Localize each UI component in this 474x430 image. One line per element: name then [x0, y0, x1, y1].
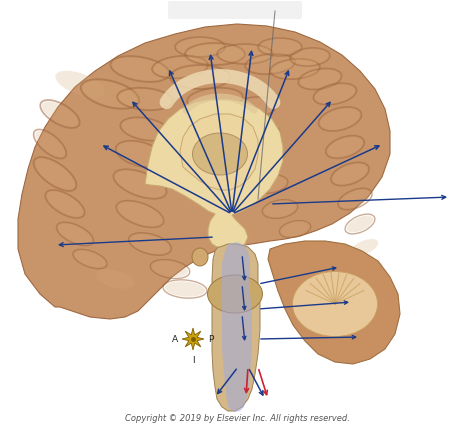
Ellipse shape: [58, 224, 91, 245]
Text: P: P: [208, 335, 213, 344]
Ellipse shape: [96, 270, 135, 289]
Polygon shape: [268, 241, 400, 364]
Ellipse shape: [247, 56, 293, 74]
Ellipse shape: [36, 159, 74, 190]
Ellipse shape: [187, 46, 243, 64]
Ellipse shape: [83, 82, 137, 108]
Ellipse shape: [260, 40, 300, 55]
Ellipse shape: [235, 99, 275, 117]
Ellipse shape: [36, 132, 64, 157]
Ellipse shape: [165, 282, 205, 297]
Ellipse shape: [118, 203, 162, 226]
Ellipse shape: [115, 171, 164, 198]
Ellipse shape: [315, 86, 355, 104]
FancyBboxPatch shape: [168, 2, 302, 20]
Ellipse shape: [122, 120, 168, 140]
Ellipse shape: [328, 138, 362, 157]
Ellipse shape: [172, 68, 228, 88]
Ellipse shape: [264, 202, 296, 218]
Ellipse shape: [75, 251, 105, 267]
Ellipse shape: [192, 134, 247, 175]
Ellipse shape: [366, 282, 393, 297]
Ellipse shape: [215, 110, 255, 129]
Ellipse shape: [47, 192, 83, 217]
Ellipse shape: [130, 235, 169, 254]
Ellipse shape: [119, 90, 171, 110]
Ellipse shape: [272, 61, 318, 79]
Ellipse shape: [208, 275, 263, 313]
Ellipse shape: [340, 190, 370, 209]
Ellipse shape: [347, 216, 373, 233]
Ellipse shape: [118, 143, 163, 166]
Polygon shape: [18, 25, 390, 319]
Ellipse shape: [292, 272, 377, 337]
Polygon shape: [212, 244, 260, 411]
Ellipse shape: [42, 102, 78, 127]
Ellipse shape: [177, 40, 223, 56]
Ellipse shape: [333, 165, 367, 184]
Ellipse shape: [292, 50, 328, 65]
Ellipse shape: [152, 261, 188, 277]
Ellipse shape: [320, 109, 359, 130]
Ellipse shape: [112, 58, 168, 81]
Polygon shape: [182, 328, 204, 350]
Ellipse shape: [254, 177, 286, 192]
Text: A: A: [172, 335, 178, 344]
Ellipse shape: [249, 152, 281, 167]
Ellipse shape: [352, 240, 378, 255]
Ellipse shape: [154, 58, 206, 77]
Ellipse shape: [192, 249, 208, 266]
Text: Copyright © 2019 by Elsevier Inc. All rights reserved.: Copyright © 2019 by Elsevier Inc. All ri…: [125, 413, 349, 422]
Ellipse shape: [189, 90, 241, 110]
Ellipse shape: [219, 46, 271, 63]
Polygon shape: [145, 100, 283, 252]
Polygon shape: [180, 115, 258, 190]
Ellipse shape: [55, 71, 105, 98]
Text: I: I: [191, 355, 194, 364]
Ellipse shape: [357, 262, 383, 277]
Ellipse shape: [300, 71, 340, 89]
Ellipse shape: [281, 222, 309, 236]
Ellipse shape: [192, 119, 238, 140]
Polygon shape: [222, 243, 252, 412]
Ellipse shape: [242, 126, 278, 143]
